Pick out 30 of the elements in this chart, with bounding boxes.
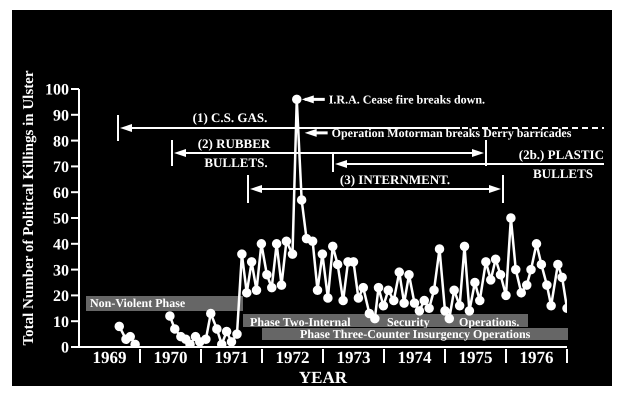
annotation: Non-Violent Phase [90, 296, 186, 310]
y-tick-label: 100 [45, 82, 69, 99]
y-tick-label: 60 [53, 184, 69, 202]
x-tick-label: 1973 [336, 348, 370, 367]
x-tick-label: 1970 [154, 348, 188, 367]
x-tick-label: 1976 [520, 348, 554, 367]
annotation: I.R.A. Cease fire breaks down. [328, 92, 486, 106]
annotation: Phase Three-Counter Insurgency Operations [300, 327, 531, 341]
y-tick-label: 10 [53, 314, 69, 331]
text: Phase Two-Internal Security Operations. [250, 315, 520, 329]
y-tick-label: 50 [53, 210, 69, 228]
y-tick-label: 70 [53, 159, 69, 176]
x-tick-label: 1975 [458, 348, 492, 367]
y-tick-label: 40 [53, 236, 69, 254]
y-axis-title: Total Number of Political Killings in Ulster [21, 70, 37, 346]
annotation: Operation Motorman breaks Derry barricades [332, 126, 572, 140]
annotation: (1) C.S. GAS. [192, 110, 268, 125]
x-tick-label: 1974 [398, 348, 432, 367]
y-tick-label: 90 [53, 107, 69, 124]
annotation: (3) INTERNMENT. [340, 172, 450, 187]
annotation: (2b.) PLASTIC BULLETS [518, 147, 604, 181]
y-tick-label: 80 [53, 133, 69, 150]
y-tick-label: 0 [61, 340, 69, 357]
y-tick-label: 20 [53, 288, 69, 306]
x-axis-title: YEAR [298, 368, 348, 387]
x-tick-label: 1972 [276, 348, 310, 367]
annotation: (2) RUBBER BULLETS. [198, 136, 271, 170]
x-tick-label: 1971 [214, 348, 248, 367]
y-tick-label: 30 [53, 262, 69, 280]
x-tick-label: 1969 [92, 348, 126, 367]
